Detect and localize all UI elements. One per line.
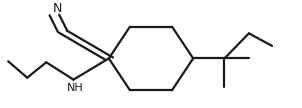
Text: NH: NH — [66, 83, 83, 94]
Text: N: N — [53, 2, 63, 15]
